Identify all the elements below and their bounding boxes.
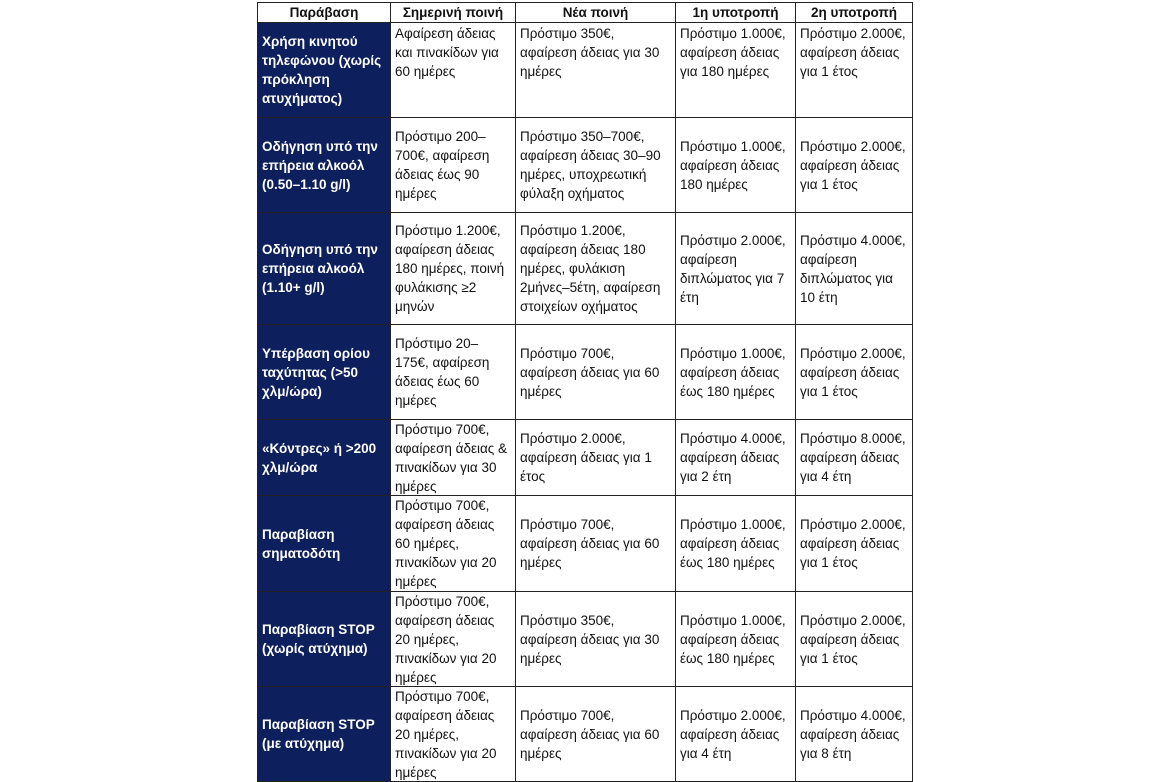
violation-cell-text: «Κόντρες» ή >200 χλμ/ώρα [262, 440, 377, 475]
penalty-cell-text: Πρόστιμο 700€, αφαίρεση άδειας 60 ημέρες… [395, 498, 497, 589]
header-cell-text: Σημερινή ποινή [402, 5, 504, 20]
header-cell: Παράβαση [257, 2, 391, 23]
penalty-cell-text: Πρόστιμο 4.000€, αφαίρεση διπλώματος για… [800, 232, 906, 305]
header-cell: Σημερινή ποινή [390, 2, 516, 23]
header-cell-text: Παράβαση [289, 5, 359, 20]
violation-cell: Παραβίαση STOP (με ατύχημα) [257, 686, 391, 782]
violation-cell: Χρήση κινητού τηλεφώνου (χωρίς πρόκληση … [257, 22, 391, 118]
penalty-cell-text: Πρόστιμο 1.200€, αφαίρεση άδειας 180 ημέ… [520, 223, 661, 314]
penalty-cell-text: Πρόστιμο 1.000€, αφαίρεση άδειας έως 180… [680, 345, 786, 399]
penalty-cell: Πρόστιμο 1.000€, αφαίρεση άδειας έως 180… [675, 591, 796, 687]
penalty-cell: Πρόστιμο 4.000€, αφαίρεση άδειας για 2 έ… [675, 419, 796, 496]
penalty-cell-text: Πρόστιμο 4.000€, αφαίρεση άδειας για 2 έ… [680, 431, 786, 484]
header-cell-text: 1η υποτροπή [692, 5, 779, 20]
penalty-cell-text: Πρόστιμο 700€, αφαίρεση άδειας 20 ημέρες… [395, 688, 497, 780]
penalty-cell-text: Πρόστιμο 700€, αφαίρεση άδειας για 60 ημ… [520, 345, 660, 399]
penalty-cell-text: Πρόστιμο 2.000€, αφαίρεση άδειας για 1 έ… [520, 431, 652, 484]
penalty-cell: Πρόστιμο 2.000€, αφαίρεση άδειας για 1 έ… [795, 591, 913, 687]
violation-cell: «Κόντρες» ή >200 χλμ/ώρα [257, 419, 391, 496]
violation-cell-text: Οδήγηση υπό την επήρεια αλκοόλ (1.10+ g/… [262, 242, 378, 295]
penalty-cell: Πρόστιμο 8.000€, αφαίρεση άδειας για 4 έ… [795, 419, 913, 496]
penalty-cell-text: Πρόστιμο 2.000€, αφαίρεση διπλώματος για… [680, 232, 786, 305]
penalty-cell: Πρόστιμο 350€, αφαίρεση άδειας για 30 ημ… [515, 22, 676, 118]
header-cell: Νέα ποινή [515, 2, 676, 23]
penalty-cell-text: Πρόστιμο 1.000€, αφαίρεση άδειας 180 ημέ… [680, 138, 786, 192]
violation-cell: Οδήγηση υπό την επήρεια αλκοόλ (0.50–1.1… [257, 117, 391, 213]
penalty-cell: Πρόστιμο 20–175€, αφαίρεση άδειας έως 60… [390, 324, 516, 420]
violation-cell-text: Υπέρβαση ορίου ταχύτητας (>50 χλμ/ώρα) [262, 345, 371, 399]
penalty-cell: Πρόστιμο 700€, αφαίρεση άδειας 20 ημέρες… [390, 686, 516, 782]
penalty-cell-text: Πρόστιμο 1.000€, αφαίρεση άδειας για 180… [680, 26, 786, 79]
penalty-cell: Πρόστιμο 700€, αφαίρεση άδειας για 60 ημ… [515, 686, 676, 782]
violation-cell-text: Χρήση κινητού τηλεφώνου (χωρίς πρόκληση … [262, 34, 382, 106]
penalty-cell-text: Πρόστιμο 1.000€, αφαίρεση άδειας έως 180… [680, 612, 786, 666]
penalty-cell-text: Πρόστιμο 700€, αφαίρεση άδειας & πινακίδ… [395, 421, 508, 494]
penalty-cell-text: Πρόστιμο 350–700€, αφαίρεση άδειας 30–90… [520, 129, 661, 201]
penalty-cell: Πρόστιμο 4.000€, αφαίρεση άδειας για 8 έ… [795, 686, 913, 782]
penalty-cell-text: Πρόστιμο 700€, αφαίρεση άδειας 20 ημέρες… [395, 593, 497, 685]
penalty-cell-text: Πρόστιμο 2.000€, αφαίρεση άδειας για 4 έ… [680, 707, 786, 761]
penalty-cell-text: Πρόστιμο 1.200€, αφαίρεση άδειας 180 ημέ… [395, 223, 505, 314]
penalty-cell: Πρόστιμο 1.000€, αφαίρεση άδειας έως 180… [675, 495, 796, 592]
penalty-cell-text: Πρόστιμο 700€, αφαίρεση άδειας για 60 ημ… [520, 517, 660, 570]
penalty-cell: Πρόστιμο 700€, αφαίρεση άδειας 20 ημέρες… [390, 591, 516, 687]
penalty-cell: Πρόστιμο 1.000€, αφαίρεση άδειας 180 ημέ… [675, 117, 796, 213]
violation-cell-text: Παραβίαση STOP (με ατύχημα) [262, 717, 375, 751]
header-cell-text: 2η υποτροπή [810, 5, 898, 20]
penalty-cell: Πρόστιμο 1.000€, αφαίρεση άδειας για 180… [675, 22, 796, 118]
penalty-cell: Πρόστιμο 2.000€, αφαίρεση άδειας για 1 έ… [795, 495, 913, 592]
violation-cell-text: Οδήγηση υπό την επήρεια αλκοόλ (0.50–1.1… [262, 138, 378, 192]
header-cell: 1η υποτροπή [675, 2, 796, 23]
penalty-cell: Πρόστιμο 700€, αφαίρεση άδειας & πινακίδ… [390, 419, 516, 496]
penalty-cell: Πρόστιμο 2.000€, αφαίρεση άδειας για 1 έ… [795, 22, 913, 118]
penalty-cell-text: Πρόστιμο 2.000€, αφαίρεση άδειας για 1 έ… [800, 517, 906, 570]
penalty-cell-text: Αφαίρεση άδειας και πινακίδων για 60 ημέ… [395, 26, 499, 79]
penalty-cell: Πρόστιμο 350–700€, αφαίρεση άδειας 30–90… [515, 117, 676, 213]
penalty-cell-text: Πρόστιμο 200–700€, αφαίρεση άδειας έως 9… [395, 129, 490, 201]
penalty-cell-text: Πρόστιμο 2.000€, αφαίρεση άδειας για 1 έ… [800, 26, 906, 79]
penalty-cell: Αφαίρεση άδειας και πινακίδων για 60 ημέ… [390, 22, 516, 118]
violation-cell-text: Παραβίαση σηματοδότη [262, 526, 341, 561]
penalty-cell-text: Πρόστιμο 2.000€, αφαίρεση άδειας για 1 έ… [800, 138, 906, 192]
penalty-cell-text: Πρόστιμο 350€, αφαίρεση άδειας για 30 ημ… [520, 612, 660, 666]
penalty-cell-text: Πρόστιμο 2.000€, αφαίρεση άδειας για 1 έ… [800, 345, 906, 399]
penalty-cell: Πρόστιμο 2.000€, αφαίρεση άδειας για 1 έ… [795, 117, 913, 213]
penalty-cell: Πρόστιμο 200–700€, αφαίρεση άδειας έως 9… [390, 117, 516, 213]
penalty-cell-text: Πρόστιμο 20–175€, αφαίρεση άδειας έως 60… [395, 336, 490, 408]
violation-cell: Υπέρβαση ορίου ταχύτητας (>50 χλμ/ώρα) [257, 324, 391, 420]
penalty-cell: Πρόστιμο 1.000€, αφαίρεση άδειας έως 180… [675, 324, 796, 420]
penalty-table: Παράβαση Σημερινή ποινή Νέα ποινή 1η υποτρο… [257, 2, 913, 782]
violation-cell: Παραβίαση σηματοδότη [257, 495, 391, 592]
penalty-cell: Πρόστιμο 2.000€, αφαίρεση διπλώματος για… [675, 212, 796, 325]
penalty-cell: Πρόστιμο 4.000€, αφαίρεση διπλώματος για… [795, 212, 913, 325]
penalty-cell: Πρόστιμο 1.200€, αφαίρεση άδειας 180 ημέ… [515, 212, 676, 325]
violation-cell: Παραβίαση STOP (χωρίς ατύχημα) [257, 591, 391, 687]
penalty-cell-text: Πρόστιμο 700€, αφαίρεση άδειας για 60 ημ… [520, 707, 660, 761]
penalty-cell: Πρόστιμο 1.200€, αφαίρεση άδειας 180 ημέ… [390, 212, 516, 325]
penalty-cell-text: Πρόστιμο 350€, αφαίρεση άδειας για 30 ημ… [520, 26, 660, 79]
header-cell: 2η υποτροπή [795, 2, 913, 23]
penalty-cell-text: Πρόστιμο 8.000€, αφαίρεση άδειας για 4 έ… [800, 431, 906, 484]
violation-cell: Οδήγηση υπό την επήρεια αλκοόλ (1.10+ g/… [257, 212, 391, 325]
penalty-cell: Πρόστιμο 2.000€, αφαίρεση άδειας για 4 έ… [675, 686, 796, 782]
penalty-cell: Πρόστιμο 350€, αφαίρεση άδειας για 30 ημ… [515, 591, 676, 687]
penalty-cell: Πρόστιμο 700€, αφαίρεση άδειας 60 ημέρες… [390, 495, 516, 592]
penalty-cell: Πρόστιμο 700€, αφαίρεση άδειας για 60 ημ… [515, 495, 676, 592]
penalty-cell: Πρόστιμο 2.000€, αφαίρεση άδειας για 1 έ… [795, 324, 913, 420]
penalty-cell-text: Πρόστιμο 1.000€, αφαίρεση άδειας έως 180… [680, 517, 786, 570]
violation-cell-text: Παραβίαση STOP (χωρίς ατύχημα) [262, 622, 375, 656]
penalty-cell-text: Πρόστιμο 2.000€, αφαίρεση άδειας για 1 έ… [800, 612, 906, 666]
header-cell-text: Νέα ποινή [562, 5, 629, 20]
penalty-cell: Πρόστιμο 700€, αφαίρεση άδειας για 60 ημ… [515, 324, 676, 420]
penalty-cell: Πρόστιμο 2.000€, αφαίρεση άδειας για 1 έ… [515, 419, 676, 496]
penalty-cell-text: Πρόστιμο 4.000€, αφαίρεση άδειας για 8 έ… [800, 707, 906, 761]
